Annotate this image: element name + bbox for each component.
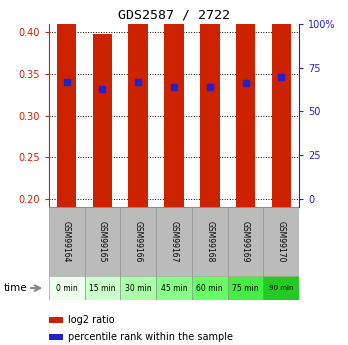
Bar [156,207,192,276]
Bar [49,317,63,323]
Bar [120,207,156,276]
Text: 90 min: 90 min [269,285,294,291]
Text: 30 min: 30 min [125,284,151,293]
Point [135,79,141,85]
Bar [263,276,299,300]
Bar [263,207,299,276]
Text: log2 ratio: log2 ratio [68,315,114,325]
Point [279,74,284,79]
Bar [200,14,220,207]
Bar [192,207,228,276]
Text: time: time [3,283,27,293]
Bar [228,207,263,276]
Bar [120,276,156,300]
Bar [85,276,120,300]
Bar [271,0,291,207]
Text: GDS2587 / 2722: GDS2587 / 2722 [118,9,230,22]
Point [207,84,213,90]
Bar [85,207,120,276]
Bar [93,34,112,207]
Text: GSM99169: GSM99169 [241,221,250,262]
Bar [49,334,63,340]
Point [64,79,69,85]
Bar [49,207,85,276]
Text: GSM99167: GSM99167 [169,221,179,262]
Bar [228,276,263,300]
Point [100,86,105,91]
Text: 75 min: 75 min [232,284,259,293]
Text: percentile rank within the sample: percentile rank within the sample [68,333,232,342]
Text: GSM99166: GSM99166 [134,221,143,262]
Bar [156,276,192,300]
Bar [236,0,255,207]
Bar [49,276,85,300]
Bar [192,276,228,300]
Text: GSM99165: GSM99165 [98,221,107,262]
Bar [128,0,148,207]
Text: 45 min: 45 min [161,284,187,293]
Text: 15 min: 15 min [89,284,116,293]
Text: GSM99170: GSM99170 [277,221,286,262]
Text: GSM99168: GSM99168 [205,221,214,262]
Point [171,84,177,90]
Bar [57,0,77,207]
Text: GSM99164: GSM99164 [62,221,71,262]
Bar [164,22,184,207]
Text: 0 min: 0 min [56,284,78,293]
Text: 60 min: 60 min [197,284,223,293]
Point [243,81,248,86]
